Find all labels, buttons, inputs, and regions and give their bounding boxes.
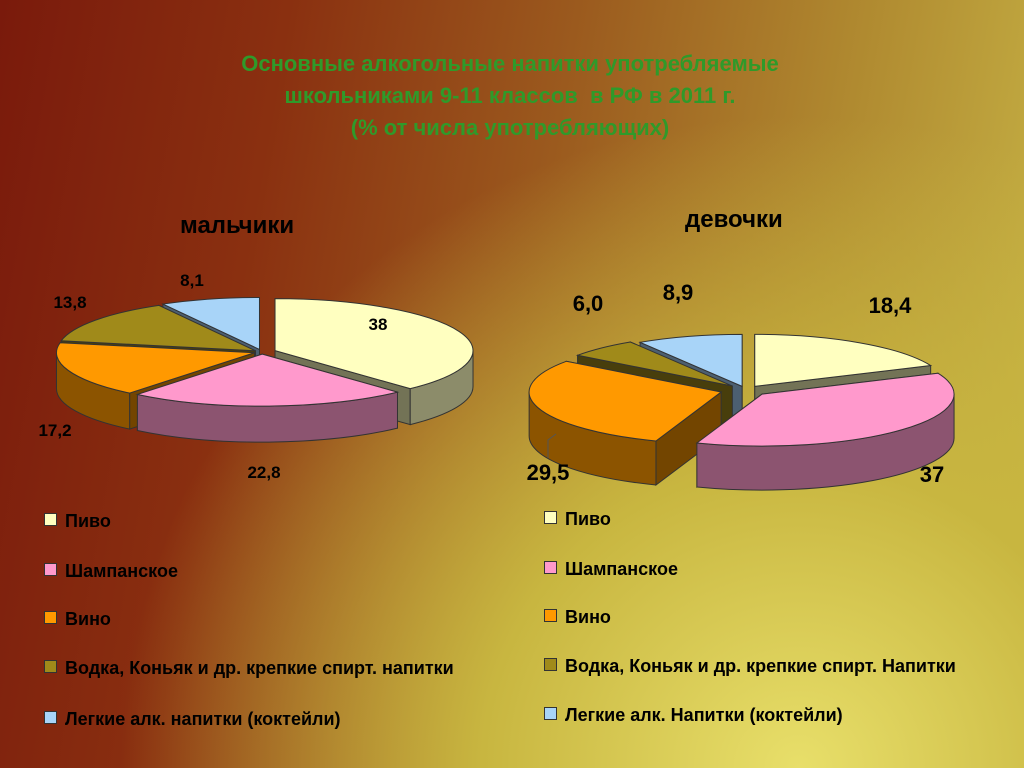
legend-girls-label-spirits: Водка, Коньяк и др. крепкие спирт. Напит…	[565, 656, 956, 676]
girls-pie	[528, 333, 955, 491]
boys-pie-title: мальчики	[180, 212, 295, 239]
legend-girls-label-light: Легкие алк. Напитки (коктейли)	[565, 705, 843, 725]
boys-slice-champagne	[135, 353, 400, 407]
boys-data-labels: 38 22,8 17,2 13,8 8,1	[38, 271, 387, 482]
legend-girls-item-champagne: Шампанское	[544, 556, 1014, 582]
legend-boys-label-beer: Пиво	[65, 511, 111, 531]
legend-boys-label-champagne: Шампанское	[65, 561, 178, 581]
girls-slice-champagne	[695, 372, 955, 447]
girls-label-light: 8,9	[663, 280, 694, 305]
legend-girls-item-light: Легкие алк. Напитки (коктейли)	[544, 702, 1014, 728]
legend-boys-label-light: Легкие алк. напитки (коктейли)	[65, 709, 341, 729]
boys-slice-beer	[274, 298, 474, 390]
girls-leader-line-wine	[547, 433, 557, 458]
legend-girls-label-wine: Вино	[565, 607, 611, 627]
girls-pie-title: девочки	[685, 206, 783, 233]
chart-title: Основные алкогольные напитки употребляем…	[130, 48, 890, 144]
girls-slice-wine	[528, 360, 723, 442]
title-line-2: школьниками 9-11 классов в РФ в 2011 г.	[284, 83, 736, 108]
girls-label-champagne: 37	[920, 462, 944, 487]
title-line-3: (% от числа употребляющих)	[350, 115, 670, 140]
girls-label-beer: 18,4	[869, 293, 913, 318]
legend-boys-label-wine: Вино	[65, 609, 111, 629]
title-line-1: Основные алкогольные напитки употребляем…	[241, 51, 779, 76]
girls-label-spirits: 6,0	[573, 291, 604, 316]
legend-girls-swatch-light	[544, 707, 557, 720]
boys-label-light: 8,1	[180, 271, 204, 290]
legend-boys-swatch-spirits	[44, 660, 57, 673]
legend-girls-label-beer: Пиво	[565, 509, 611, 529]
legend-boys-item-champagne: Шампанское	[44, 558, 514, 584]
boys-pie	[55, 296, 474, 443]
legend-boys-swatch-wine	[44, 611, 57, 624]
legend-boys-item-spirits: Водка, Коньяк и др. крепкие спирт. напит…	[44, 655, 514, 681]
legend-girls-swatch-wine	[544, 609, 557, 622]
legend-girls-item-wine: Вино	[544, 604, 1014, 630]
legend-girls-swatch-spirits	[544, 658, 557, 671]
legend-boys-swatch-beer	[44, 513, 57, 526]
boys-label-spirits: 13,8	[53, 293, 86, 312]
boys-label-beer: 38	[369, 315, 388, 334]
girls-slice-light	[638, 333, 743, 388]
legend-boys-item-light: Легкие алк. напитки (коктейли)	[44, 706, 514, 732]
legend-girls-swatch-champagne	[544, 561, 557, 574]
legend-boys-swatch-light	[44, 711, 57, 724]
boys-label-wine: 17,2	[38, 421, 71, 440]
boys-slice-light	[161, 296, 260, 351]
legend-girls-item-spirits: Водка, Коньяк и др. крепкие спирт. Напит…	[544, 653, 1014, 679]
legend-boys-label-spirits: Водка, Коньяк и др. крепкие спирт. напит…	[65, 658, 454, 678]
girls-data-labels: 18,4 37 29,5 6,0 8,9	[527, 280, 945, 487]
boys-slice-spirits	[60, 304, 256, 352]
legend-boys-item-beer: Пиво	[44, 508, 514, 534]
boys-label-champagne: 22,8	[247, 463, 280, 482]
legend-boys-swatch-champagne	[44, 563, 57, 576]
girls-label-wine: 29,5	[527, 460, 570, 485]
legend-girls-swatch-beer	[544, 511, 557, 524]
boys-slice-wine	[56, 342, 255, 394]
girls-slice-beer	[754, 333, 933, 387]
legend-boys-item-wine: Вино	[44, 606, 514, 632]
legend-girls-label-champagne: Шампанское	[565, 559, 678, 579]
girls-slice-spirits	[575, 341, 733, 387]
legend-girls-item-beer: Пиво	[544, 506, 1014, 532]
